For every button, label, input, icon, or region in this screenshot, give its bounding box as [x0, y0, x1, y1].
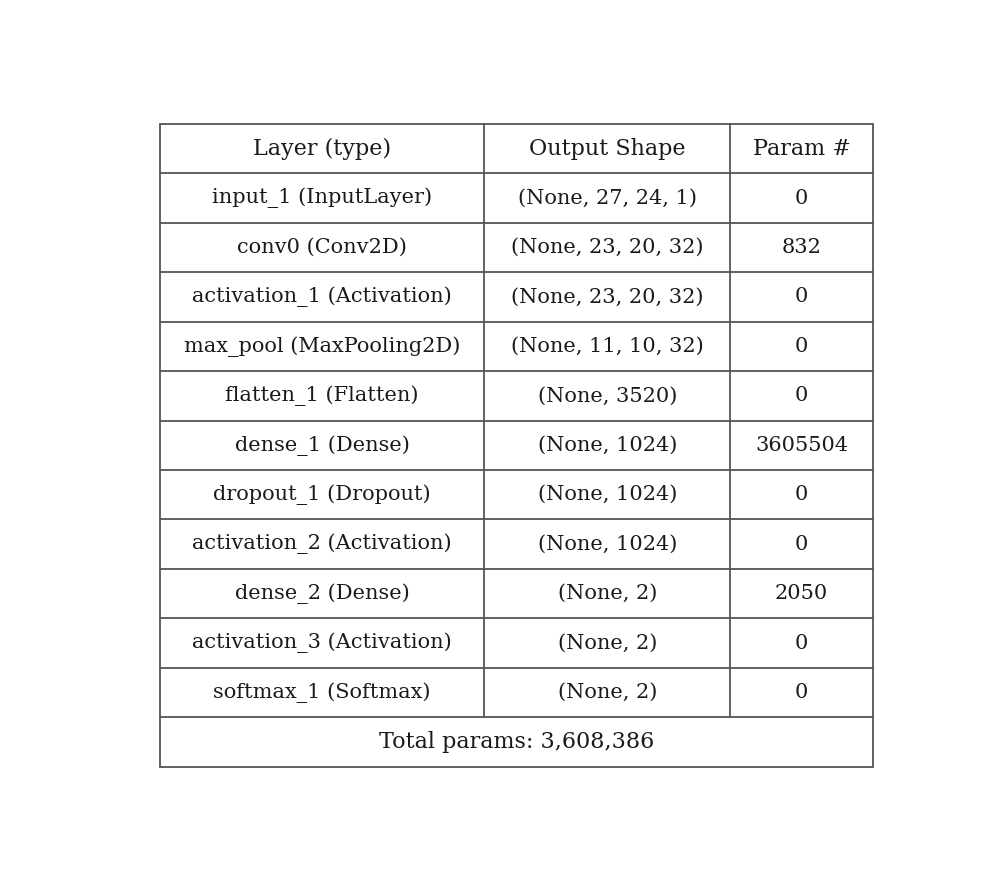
Text: 0: 0 [795, 337, 808, 356]
Text: Total params: 3,608,386: Total params: 3,608,386 [379, 731, 654, 752]
Text: conv0 (Conv2D): conv0 (Conv2D) [237, 238, 407, 257]
Text: 0: 0 [795, 188, 808, 207]
Text: (None, 3520): (None, 3520) [538, 386, 677, 405]
Text: 3605504: 3605504 [755, 436, 848, 455]
Text: dense_2 (Dense): dense_2 (Dense) [235, 584, 409, 604]
Text: (None, 1024): (None, 1024) [538, 436, 677, 455]
Text: (None, 23, 20, 32): (None, 23, 20, 32) [511, 287, 704, 306]
Text: (None, 27, 24, 1): (None, 27, 24, 1) [518, 188, 697, 207]
Text: 0: 0 [795, 485, 808, 504]
Text: Layer (type): Layer (type) [253, 137, 391, 159]
Text: 0: 0 [795, 683, 808, 702]
Text: (None, 2): (None, 2) [558, 584, 657, 603]
Text: 2050: 2050 [775, 584, 828, 603]
Text: Param #: Param # [753, 137, 851, 159]
Text: (None, 2): (None, 2) [558, 683, 657, 702]
Text: softmax_1 (Softmax): softmax_1 (Softmax) [213, 682, 431, 703]
Text: (None, 1024): (None, 1024) [538, 535, 677, 554]
Text: 0: 0 [795, 386, 808, 405]
Text: input_1 (InputLayer): input_1 (InputLayer) [212, 188, 432, 208]
Text: dense_1 (Dense): dense_1 (Dense) [235, 435, 410, 456]
Text: 0: 0 [795, 535, 808, 554]
Text: Output Shape: Output Shape [529, 137, 686, 159]
Text: 0: 0 [795, 634, 808, 653]
Text: activation_3 (Activation): activation_3 (Activation) [192, 633, 452, 654]
Text: dropout_1 (Dropout): dropout_1 (Dropout) [213, 485, 431, 505]
Text: activation_1 (Activation): activation_1 (Activation) [192, 287, 452, 307]
Text: (None, 2): (None, 2) [558, 634, 657, 653]
Text: activation_2 (Activation): activation_2 (Activation) [192, 534, 452, 555]
Text: (None, 11, 10, 32): (None, 11, 10, 32) [511, 337, 704, 356]
Text: max_pool (MaxPooling2D): max_pool (MaxPooling2D) [184, 336, 460, 357]
Text: 832: 832 [782, 238, 822, 257]
Text: 0: 0 [795, 287, 808, 306]
Text: (None, 1024): (None, 1024) [538, 485, 677, 504]
Text: flatten_1 (Flatten): flatten_1 (Flatten) [225, 386, 419, 406]
Text: (None, 23, 20, 32): (None, 23, 20, 32) [511, 238, 704, 257]
